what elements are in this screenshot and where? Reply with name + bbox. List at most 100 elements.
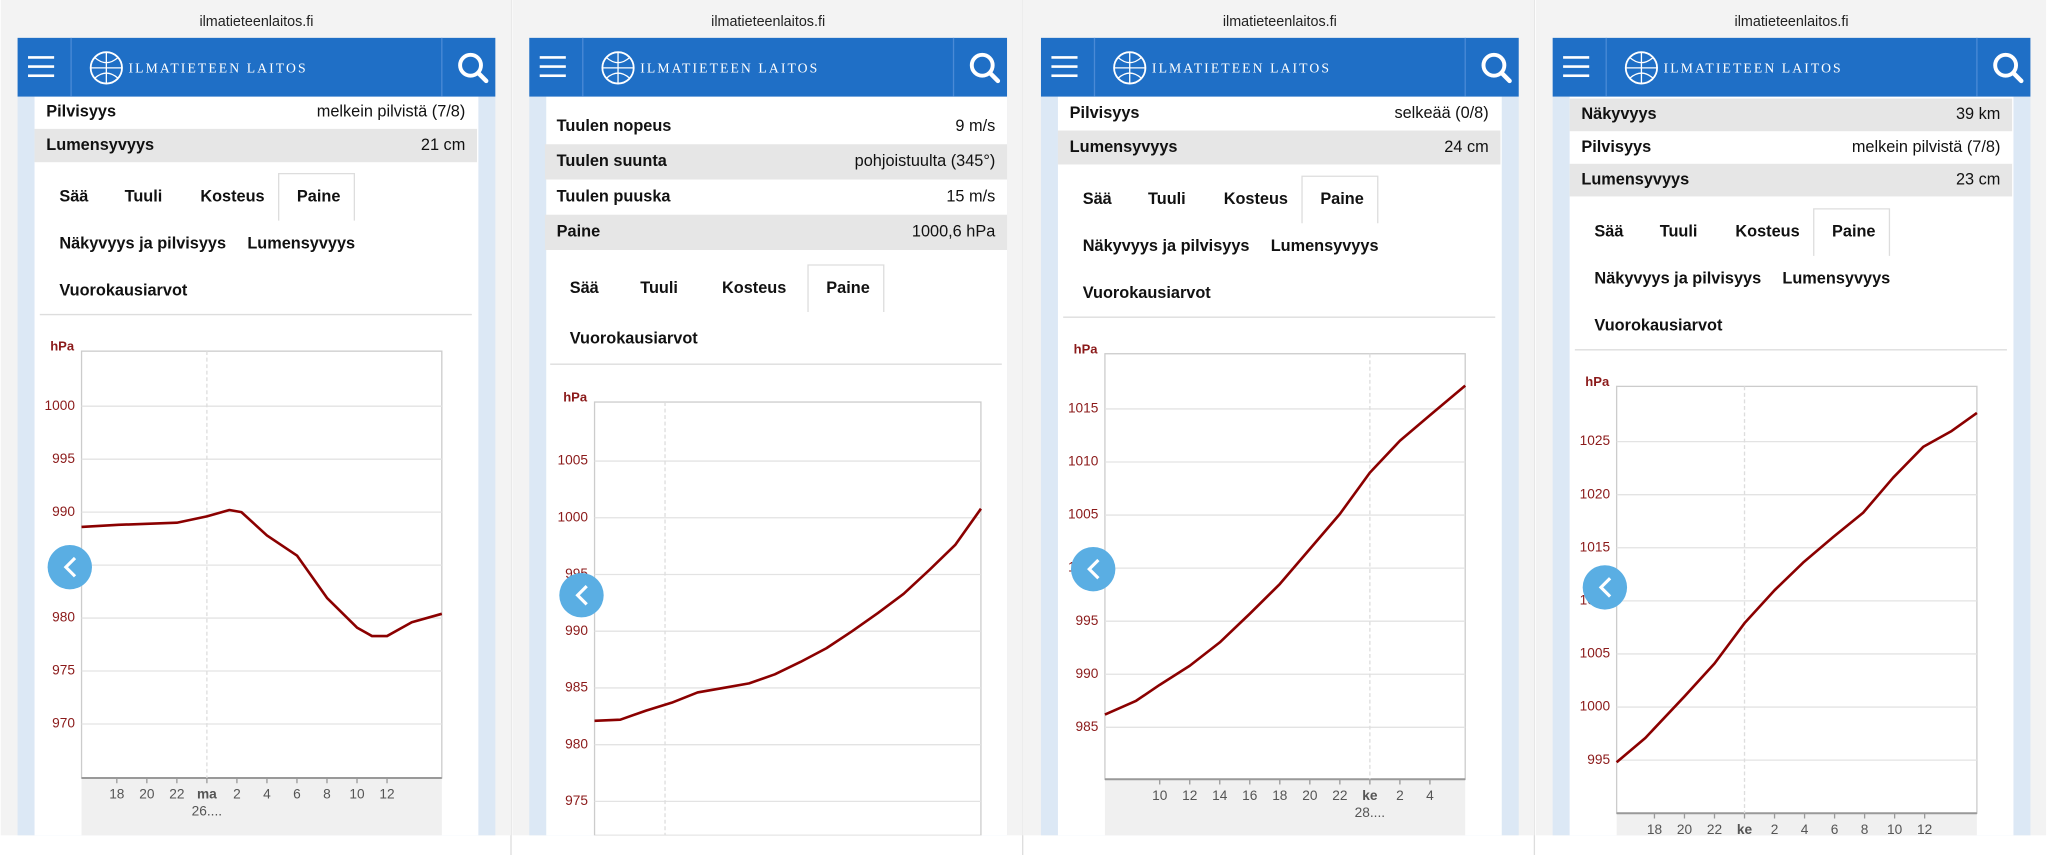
row-value: 1000,6 hPa [912, 223, 996, 241]
site-logo[interactable]: ILMATIETEEN LAITOS [1624, 51, 1843, 85]
menu-icon-bar [28, 56, 55, 59]
row-label: Näkyvyys [1581, 105, 1656, 123]
navigator-strip [81, 777, 442, 836]
tab[interactable]: Näkyvyys ja pilvisyys [1594, 270, 1761, 288]
x-tick-label: 20 [1677, 822, 1693, 837]
menu-button[interactable] [28, 56, 55, 78]
tab[interactable]: Kosteus [722, 279, 786, 297]
y-tick-label: 1000 [45, 398, 76, 413]
tab[interactable]: Näkyvyys ja pilvisyys [1083, 237, 1250, 255]
row-shading [544, 144, 1008, 180]
logo-emblem [1114, 52, 1146, 84]
brand-name: ILMATIETEEN LAITOS [1152, 60, 1331, 75]
menu-button[interactable] [1563, 56, 1590, 78]
x-tick-label: 18 [109, 787, 125, 802]
pressure-chart: hPa9859909951000100510101015101214161820… [1068, 341, 1467, 836]
brand-name: ILMATIETEEN LAITOS [640, 60, 819, 75]
x-tick-label: ke [1362, 788, 1378, 803]
tab[interactable]: Lumensyvyys [1271, 237, 1379, 255]
y-tick-label: 1020 [1580, 486, 1611, 501]
tab[interactable]: Lumensyvyys [247, 234, 355, 252]
menu-icon-bar [539, 56, 566, 59]
button-circle [47, 544, 92, 590]
search-button[interactable] [458, 52, 489, 84]
x-tick-label: 18 [1647, 822, 1663, 837]
search-button[interactable] [1993, 52, 2024, 84]
tab[interactable]: Kosteus [1224, 190, 1288, 208]
tab[interactable]: Tuuli [125, 187, 163, 205]
tab[interactable]: Vuorokausiarvot [1083, 284, 1212, 302]
tab[interactable]: Sää [59, 187, 89, 205]
phone-screen: ilmatieteenlaitos.fi ILMATIETEEN LAITOS Tu… [512, 0, 1023, 836]
plot-area [1104, 353, 1466, 780]
button-circle [1070, 546, 1116, 592]
x-tick-label: 16 [1242, 788, 1258, 803]
y-tick-label: 1025 [1580, 433, 1611, 448]
tab[interactable]: Vuorokausiarvot [59, 281, 188, 299]
y-tick-label: 1015 [1068, 401, 1099, 416]
x-tick-label: 4 [1801, 822, 1809, 837]
pressure-line [81, 508, 443, 638]
row-shading [34, 128, 478, 163]
row-shading [1569, 163, 2013, 197]
carousel-prev-button[interactable] [1582, 565, 1628, 610]
row-value: melkein pilvistä (7/8) [317, 103, 466, 121]
tab[interactable]: Paine [826, 279, 869, 297]
x-tick-label: 20 [139, 787, 155, 802]
plot-area [593, 401, 982, 836]
tab[interactable]: Tuuli [1148, 190, 1186, 208]
site-logo[interactable]: ILMATIETEEN LAITOS [601, 51, 819, 85]
tab[interactable]: Kosteus [200, 187, 264, 205]
chevron-icon [63, 556, 77, 578]
menu-icon-bar [539, 65, 566, 68]
row-value: 15 m/s [946, 187, 995, 205]
row-label: Tuulen nopeus [557, 117, 672, 135]
tab[interactable]: Vuorokausiarvot [1594, 317, 1723, 335]
y-tick-label: 990 [1076, 666, 1099, 681]
tab[interactable]: Sää [1594, 223, 1624, 241]
row-label: Pilvisyys [46, 103, 116, 121]
tab[interactable]: Sää [1083, 190, 1113, 208]
tab[interactable]: Kosteus [1735, 223, 1799, 241]
x-tick-label: 22 [169, 787, 184, 802]
search-button[interactable] [969, 52, 1001, 84]
tab[interactable]: Lumensyvyys [1782, 270, 1890, 288]
y-tick-label: 985 [1076, 719, 1099, 734]
active-tab-frame [1813, 208, 1891, 256]
tab[interactable]: Paine [1832, 223, 1875, 241]
search-button[interactable] [1481, 52, 1512, 84]
tab[interactable]: Näkyvyys ja pilvisyys [59, 234, 226, 252]
menu-button[interactable] [539, 56, 566, 78]
site-logo[interactable]: ILMATIETEEN LAITOS [1113, 51, 1331, 85]
tab[interactable]: Sää [570, 279, 600, 297]
carousel-prev-button[interactable] [1070, 546, 1116, 592]
row-label: Pilvisyys [1070, 104, 1140, 122]
site-logo[interactable]: ILMATIETEEN LAITOS [89, 51, 308, 85]
x-tick-label: 10 [349, 787, 365, 802]
carousel-prev-button[interactable] [47, 544, 92, 590]
carousel-prev-button[interactable] [559, 573, 604, 618]
pressure-chart: hPa970975980985990995100018202226....ma2… [45, 339, 443, 836]
brand-name: ILMATIETEEN LAITOS [129, 60, 308, 75]
menu-button[interactable] [1051, 56, 1078, 78]
logo-emblem [90, 52, 123, 84]
search-icon [476, 70, 489, 84]
search-icon [1993, 52, 2019, 78]
logo-emblem [602, 52, 634, 84]
phone-screen: ilmatieteenlaitos.fi ILMATIETEEN LAITOS Pi… [1024, 0, 1535, 836]
tab[interactable]: Tuuli [640, 279, 678, 297]
search-icon [458, 52, 483, 78]
row-value: selkeää (0/8) [1394, 104, 1488, 122]
tab[interactable]: Tuuli [1660, 223, 1698, 241]
x-tick-label: 12 [1182, 788, 1197, 803]
tab[interactable]: Paine [1320, 190, 1363, 208]
x-tick-label: 6 [293, 787, 301, 802]
chevron-icon [1087, 558, 1100, 580]
menu-icon-bar [1563, 74, 1590, 78]
tab[interactable]: Paine [297, 187, 340, 205]
x-tick-label: 2 [1396, 788, 1404, 803]
pressure-line [594, 507, 982, 723]
tab[interactable]: Vuorokausiarvot [570, 330, 699, 348]
navigator-strip [1104, 779, 1466, 836]
